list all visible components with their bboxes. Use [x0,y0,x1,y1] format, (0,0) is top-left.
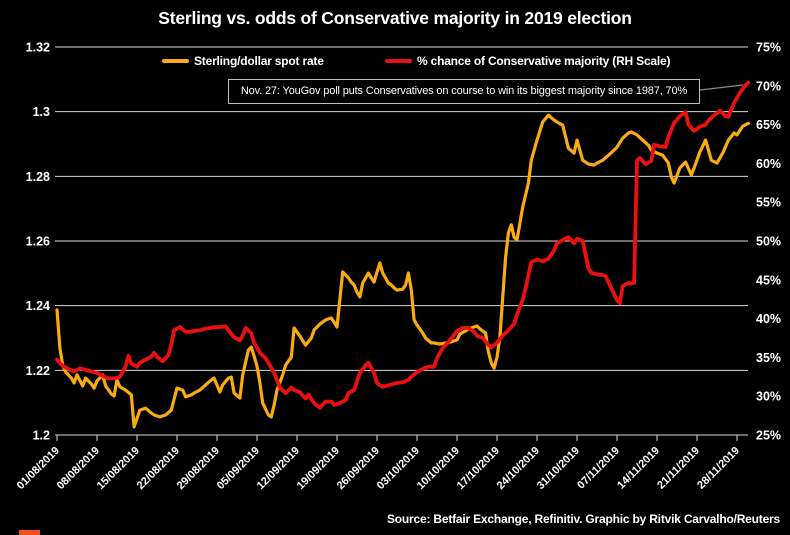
x-axis-label: 31/10/2019 [535,445,582,492]
y-axis-label-left: 1.28 [26,170,50,184]
y-axis-label-right: 25% [756,429,781,443]
x-axis-label: 07/11/2019 [575,445,622,492]
y-axis-label-right: 65% [756,118,781,132]
legend-label-odds: % chance of Conservative majority (RH Sc… [417,54,671,68]
odds-line [55,80,751,410]
y-axis-label-left: 1.3 [33,105,50,119]
y-axis-label-right: 60% [756,157,781,171]
y-axis-label-right: 45% [756,273,781,287]
y-axis-label-right: 50% [756,235,781,249]
y-axis-label-right: 55% [756,196,781,210]
x-axis-label: 28/11/2019 [695,445,742,492]
y-axis-label-right: 35% [756,351,781,365]
reuters-logo-mark [19,530,40,535]
y-axis-label-right: 30% [756,390,781,404]
annotation-leader-line [699,84,744,91]
x-axis-label: 14/11/2019 [615,445,662,492]
x-axis-label: 21/11/2019 [655,445,702,492]
y-axis-label-left: 1.26 [26,235,50,249]
sterling-line-swatch-icon [162,59,189,63]
y-axis-label-right: 40% [756,312,781,326]
odds-line-swatch-icon [385,59,412,63]
sterling-line [55,113,751,429]
y-axis-label-left: 1.2 [33,429,50,443]
source-credit: Source: Betfair Exchange, Refinitiv. Gra… [386,512,780,526]
y-axis-label-right: 70% [756,79,781,93]
legend-item-odds: % chance of Conservative majority (RH Sc… [385,54,670,68]
y-axis-label-left: 1.32 [26,41,50,55]
page-title: Sterling vs. odds of Conservative majori… [158,8,632,28]
y-axis-label-left: 1.24 [26,299,50,313]
y-axis-label-right: 75% [756,41,781,55]
legend-label-sterling: Sterling/dollar spot rate [194,54,324,68]
y-axis-label-left: 1.22 [26,364,50,378]
annotation-callout: Nov. 27: YouGov poll puts Conservatives … [228,79,700,104]
legend-item-sterling: Sterling/dollar spot rate [162,54,324,68]
